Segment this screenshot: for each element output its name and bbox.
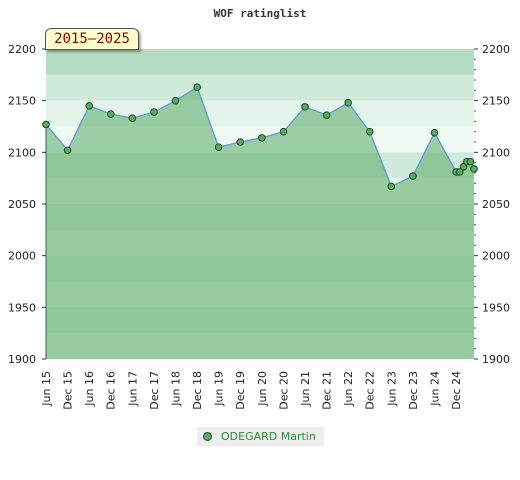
data-point: [193, 83, 201, 92]
chart-title: WOF ratinglist: [214, 7, 307, 20]
y-tick-label-left: 2050: [8, 198, 36, 211]
y-axis-right-labels: 1900 1950 2000 2050 2100 2150 2200: [482, 43, 510, 366]
x-tick-label: Dec 24: [450, 371, 463, 410]
x-tick-label: Dec 21: [321, 371, 334, 410]
grid-band: [46, 49, 474, 75]
legend[interactable]: ODEGARD Martin: [197, 427, 324, 446]
y-tick-label-left: 1950: [8, 301, 36, 314]
series-points: [42, 83, 478, 191]
data-point: [150, 108, 158, 116]
x-tick-label: Jun 17: [126, 371, 139, 407]
data-point: [387, 182, 396, 191]
x-tick-label: Jun 22: [342, 371, 355, 407]
axis-ticks: [42, 48, 478, 360]
y-tick-label-left: 2200: [8, 43, 36, 56]
data-point: [430, 128, 439, 137]
x-tick-label: Dec 22: [364, 371, 377, 410]
y-tick-label-right: 2050: [482, 198, 510, 211]
data-point: [456, 168, 464, 176]
data-point: [279, 127, 288, 136]
data-point: [63, 146, 72, 155]
data-point: [466, 157, 475, 166]
x-tick-label: Jun 21: [299, 371, 312, 407]
x-axis-labels: Jun 15 Dec 15 Jun 16 Dec 16 Jun 17 Dec 17 Jun …: [40, 371, 463, 410]
x-tick-label: Dec 15: [62, 371, 75, 410]
y-tick-label-right: 1900: [482, 353, 510, 366]
x-tick-label: Jun 18: [169, 371, 182, 407]
x-tick-label: Dec 19: [234, 371, 247, 410]
x-tick-label: Jun 16: [83, 371, 96, 407]
x-tick-label: Dec 16: [105, 371, 118, 410]
legend-marker: [203, 432, 212, 441]
data-point: [214, 143, 223, 151]
y-tick-label-left: 2000: [8, 250, 36, 263]
data-point: [322, 111, 331, 119]
data-point: [128, 114, 137, 123]
legend-label: ODEGARD Martin: [221, 430, 316, 443]
y-tick-label-right: 2150: [482, 95, 510, 108]
x-tick-label: Dec 18: [191, 371, 204, 410]
x-tick-label: Dec 20: [277, 371, 290, 410]
y-tick-label-right: 2100: [482, 146, 510, 159]
data-point: [171, 96, 180, 105]
y-tick-label-left: 1900: [8, 353, 36, 366]
data-point: [236, 138, 245, 146]
x-tick-label: Dec 23: [407, 371, 420, 410]
y-tick-label-left: 2100: [8, 146, 36, 159]
data-point: [258, 134, 266, 142]
x-tick-label: Jun 23: [385, 371, 398, 407]
data-point: [470, 165, 478, 173]
area-fill: [45, 87, 474, 359]
y-tick-label-right: 1950: [482, 301, 510, 314]
x-tick-label: Jun 19: [213, 371, 226, 407]
data-point: [365, 127, 374, 136]
grid-band: [46, 74, 474, 101]
period-badge: 2015–2025: [45, 28, 139, 50]
series-area: [46, 87, 474, 359]
y-tick-label-left: 2150: [8, 95, 36, 108]
x-tick-label: Jun 24: [428, 371, 441, 407]
y-tick-label-right: 2000: [482, 250, 510, 263]
y-axis-left-labels: 1900 1950 2000 2050 2100 2150 2200: [8, 43, 36, 366]
y-tick-label-right: 2200: [482, 43, 510, 56]
data-point: [42, 120, 50, 129]
x-tick-label: Jun 20: [256, 371, 269, 407]
x-tick-label: Dec 17: [148, 371, 161, 410]
data-point: [409, 172, 417, 180]
data-point: [85, 102, 94, 110]
data-point: [107, 110, 115, 118]
data-point: [344, 98, 352, 107]
x-tick-label: Jun 15: [40, 371, 53, 407]
data-point: [301, 103, 309, 111]
